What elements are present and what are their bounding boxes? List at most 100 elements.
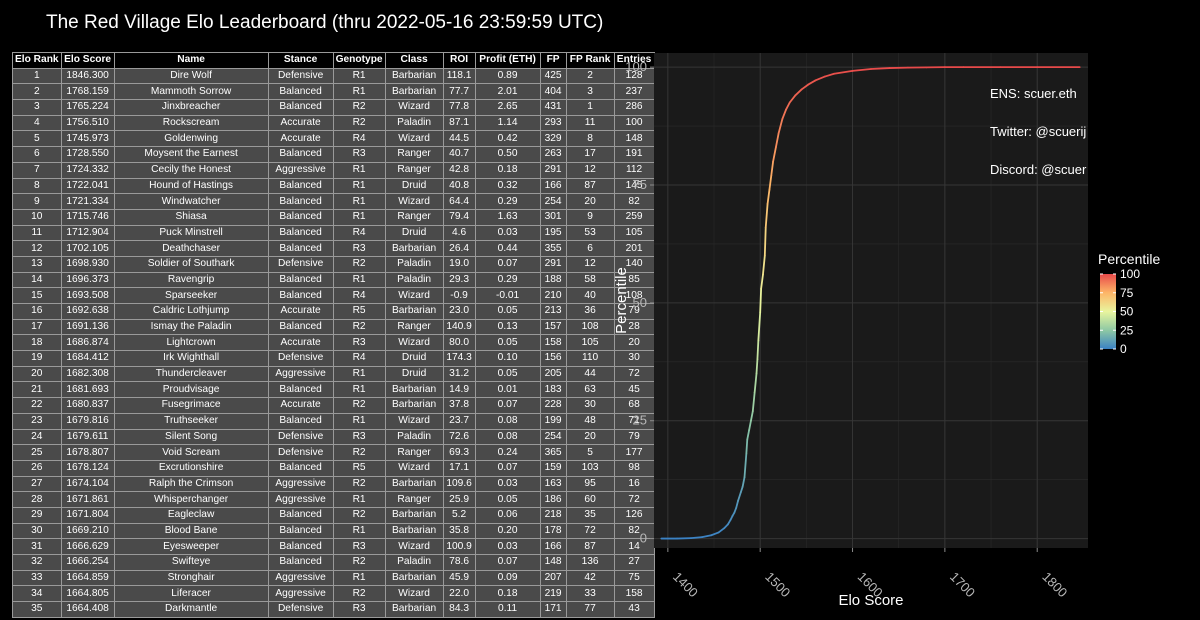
table-cell: 0.24 — [474, 444, 541, 461]
table-cell: 1765.224 — [60, 99, 115, 116]
curve-segment — [737, 491, 742, 502]
legend-tick-label: 100 — [1120, 267, 1140, 281]
table-cell: 108 — [565, 318, 615, 336]
table-cell: Druid — [384, 365, 444, 383]
table-cell: 365 — [539, 444, 567, 461]
table-cell: 43 — [613, 601, 655, 618]
table-cell: 195 — [539, 224, 567, 242]
table-cell: 84.3 — [442, 601, 476, 618]
table-cell: Paladin — [384, 428, 444, 446]
table-cell: 85 — [613, 271, 655, 289]
table-cell: 12 — [12, 240, 62, 257]
y-tick-label: 0 — [640, 531, 647, 546]
table-row: 29 1671.804 Eagleclaw Balanced R2 Barbarian 5.… — [12, 506, 655, 524]
table-cell: 0.20 — [474, 522, 541, 540]
table-cell: Accurate — [267, 114, 334, 132]
table-cell: Defensive — [267, 350, 334, 367]
table-cell: 98 — [613, 459, 655, 477]
table-cell: 32 — [12, 554, 62, 571]
curve-segment — [757, 311, 762, 342]
table-cell: 219 — [539, 585, 567, 603]
table-cell: Balanced — [267, 459, 334, 477]
table-cell: R1 — [332, 177, 386, 195]
table-cell: 17 — [12, 318, 62, 336]
table-cell: 2 — [12, 83, 62, 101]
table-cell: 77 — [565, 601, 615, 618]
curve-segment — [833, 70, 854, 75]
table-cell: Wizard — [384, 334, 444, 352]
table-cell: 79 — [613, 428, 655, 446]
table-cell: Balanced — [267, 522, 334, 540]
table-cell: 1722.041 — [60, 177, 115, 195]
table-cell: 1681.693 — [60, 381, 115, 399]
table-cell: 0.05 — [474, 334, 541, 352]
table-cell: R1 — [332, 83, 386, 101]
table-cell: 25 — [12, 444, 62, 461]
table-cell: 87 — [565, 177, 615, 195]
table-cell: 0.89 — [474, 67, 541, 85]
curve-segment — [766, 188, 771, 205]
plot-background — [654, 53, 1088, 548]
table-row: 30 1669.210 Blood Bane Balanced R1 Barbarian 3… — [12, 522, 655, 540]
table-cell: 1664.408 — [60, 601, 115, 618]
table-cell: Accurate — [267, 303, 334, 320]
curve-segment — [781, 108, 787, 120]
table-cell: -0.9 — [442, 287, 476, 304]
legend-tick-label: 50 — [1120, 305, 1134, 319]
table-cell: 0.01 — [474, 381, 541, 399]
table-cell: 1846.300 — [60, 67, 115, 85]
table-cell: 27 — [613, 554, 655, 571]
table-cell: 17 — [565, 146, 615, 163]
table-cell: Caldric Lothjump — [113, 303, 269, 320]
table-cell: Balanced — [267, 318, 334, 336]
table-row: 35 1664.408 Darkmantle Defensive R3 Barbarian… — [12, 601, 655, 618]
table-cell: 0.05 — [474, 365, 541, 383]
curve-segment — [741, 476, 746, 488]
table-cell: 263 — [539, 146, 567, 163]
table-row: 4 1756.510 Rockscream Accurate R2 Paladin 87.1… — [12, 114, 655, 132]
table-cell: R3 — [332, 146, 386, 163]
y-tick-label: 100 — [625, 59, 647, 74]
curve-segment — [768, 174, 773, 191]
column-header: Elo Rank — [12, 52, 62, 69]
column-header: Class — [384, 52, 444, 69]
table-cell: 26.4 — [442, 240, 476, 257]
x-tick-label: 1700 — [947, 569, 978, 600]
table-cell: 1721.334 — [60, 193, 115, 210]
table-cell: 1664.859 — [60, 569, 115, 587]
table-cell: 1 — [12, 67, 62, 85]
table-cell: 293 — [539, 114, 567, 132]
table-cell: Paladin — [384, 114, 444, 132]
table-row: 31 1666.629 Eyesweeper Balanced R3 Wizard 100.… — [12, 538, 655, 555]
table-cell: 71 — [613, 412, 655, 430]
table-cell: Aggressive — [267, 161, 334, 179]
curve-segment — [807, 79, 817, 86]
table-cell: 1674.104 — [60, 475, 115, 493]
table-row: 28 1671.861 Whisperchanger Aggressive R1 Rang… — [12, 491, 655, 508]
table-row: 21 1681.693 Proudvisage Balanced R1 Barbarian… — [12, 381, 655, 399]
table-cell: R1 — [332, 161, 386, 179]
table-cell: Paladin — [384, 271, 444, 289]
table-cell: Paladin — [384, 554, 444, 571]
table-row: 26 1678.124 Excrutionshire Balanced R5 Wizard… — [12, 459, 655, 477]
table-cell: 291 — [539, 161, 567, 179]
table-cell: R2 — [332, 554, 386, 571]
table-cell: R2 — [332, 255, 386, 273]
y-tick-label: 50 — [633, 295, 647, 310]
table-cell: 15 — [12, 287, 62, 304]
table-cell: R1 — [332, 193, 386, 210]
table-cell: 4 — [12, 114, 62, 132]
table-cell: R3 — [332, 601, 386, 618]
table-cell: 22.0 — [442, 585, 476, 603]
table-cell: Balanced — [267, 538, 334, 555]
table-cell: 291 — [539, 255, 567, 273]
table-cell: 0.08 — [474, 412, 541, 430]
table-cell: R3 — [332, 538, 386, 555]
table-cell: Soldier of Southark — [113, 255, 269, 273]
table-cell: 228 — [539, 397, 567, 414]
table-cell: 1.63 — [474, 208, 541, 226]
table-cell: 14.9 — [442, 381, 476, 399]
table-header-row: Elo Rank Elo Score Name Stance Genotype Class… — [12, 52, 655, 69]
table-cell: 23.0 — [442, 303, 476, 320]
